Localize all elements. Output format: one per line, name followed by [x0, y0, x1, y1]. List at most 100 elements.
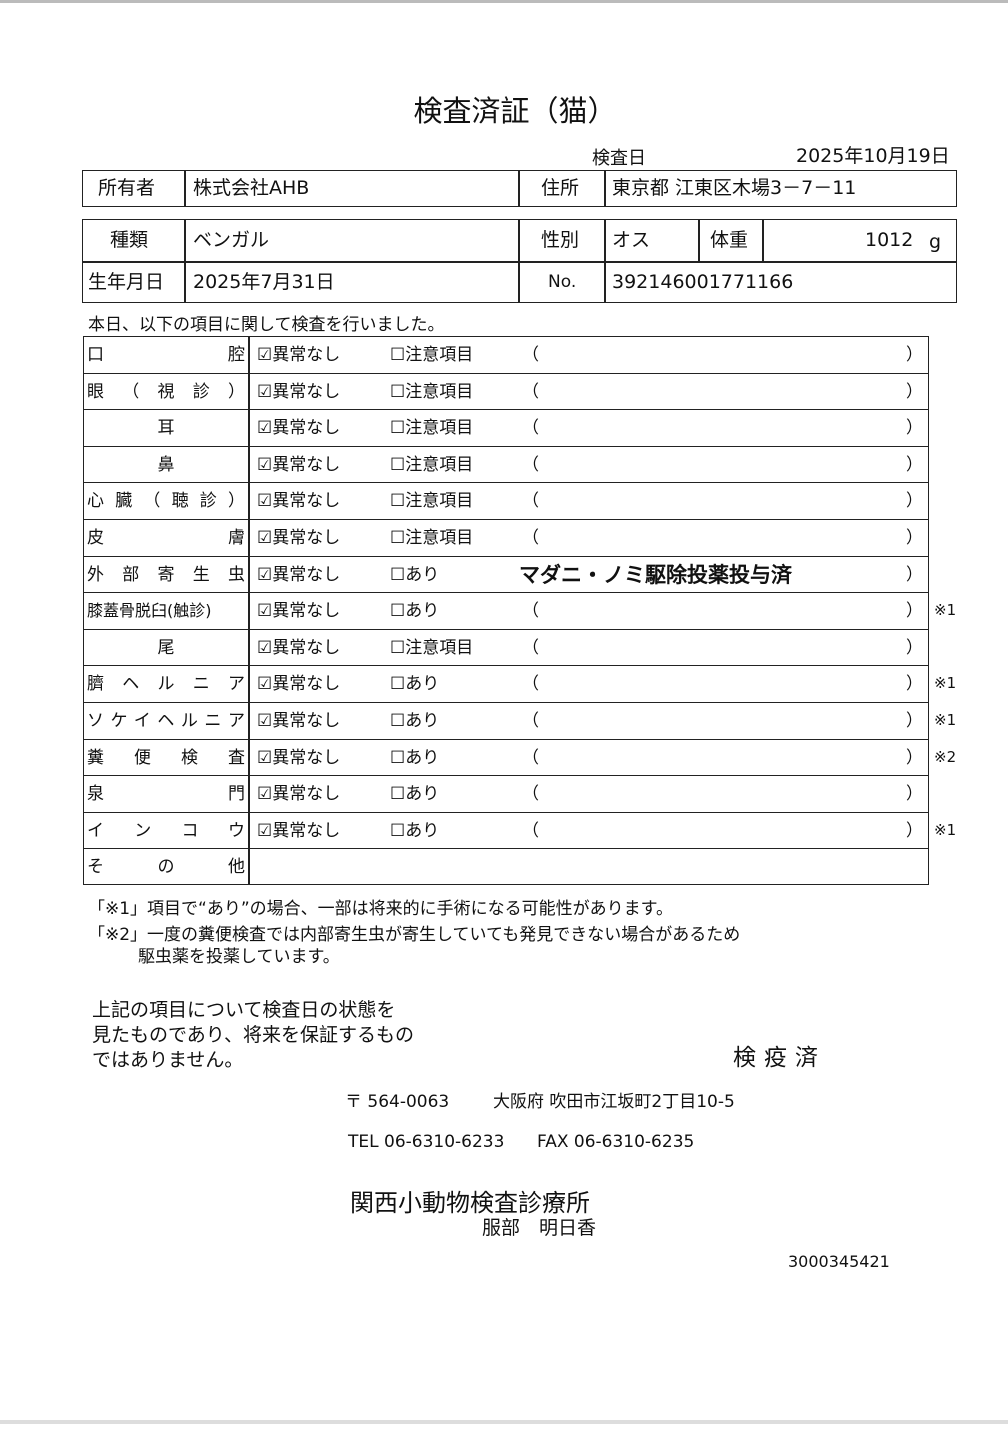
- column-divider: [248, 849, 250, 885]
- note-open-paren: （: [522, 345, 539, 365]
- clinic-tel: TEL 06-6310-6233: [348, 1132, 505, 1152]
- checklist-row: 心臓（聴診） ☑異常なし ☐注意項目 （ ）: [83, 482, 929, 520]
- attention-checkbox[interactable]: ☐注意項目: [390, 528, 474, 548]
- disclaimer-line: 上記の項目について検査日の状態を: [92, 999, 396, 1021]
- note-close-paren: ）: [906, 381, 923, 402]
- owner-label: 所有者: [98, 177, 156, 199]
- no-abnormality-checkbox[interactable]: ☑異常なし: [257, 747, 341, 768]
- note-open-paren: （: [522, 637, 539, 658]
- birthdate-value: 2025年7月31日: [193, 271, 335, 293]
- document-number: 3000345421: [788, 1252, 890, 1271]
- checklist-row: 皮膚 ☑異常なし ☐注意項目 （ ）: [83, 519, 929, 556]
- row-note: マダニ・ノミ駆除投薬投与済: [519, 562, 792, 587]
- note-open-paren: （: [522, 747, 539, 768]
- birthdate-label: 生年月日: [88, 271, 165, 293]
- no-abnormality-checkbox[interactable]: ☑異常なし: [257, 674, 341, 695]
- attention-checkbox[interactable]: ☐あり: [390, 601, 440, 622]
- attention-checkbox[interactable]: ☐注意項目: [390, 491, 474, 512]
- no-abnormality-checkbox[interactable]: ☑異常なし: [257, 564, 341, 585]
- no-abnormality-checkbox[interactable]: ☑異常なし: [257, 528, 341, 548]
- no-abnormality-checkbox[interactable]: ☑異常なし: [257, 381, 341, 402]
- footnote-2: 「※2」一度の糞便検査では内部寄生虫が寄生していても発見できない場合があるため: [88, 925, 741, 945]
- checklist-row: 眼（視診） ☑異常なし ☐注意項目 （ ）: [83, 372, 929, 410]
- checklist-row: 糞便検査 ☑異常なし ☐あり （ ）: [83, 738, 929, 776]
- owner-box: [82, 170, 957, 207]
- number-label: No.: [548, 272, 577, 292]
- column-divider: [248, 739, 250, 776]
- clinic-postal: 〒 564-0063: [345, 1092, 450, 1112]
- quarantine-stamp: 検疫済: [733, 1045, 826, 1071]
- no-abnormality-checkbox[interactable]: ☑異常なし: [257, 345, 341, 365]
- checklist-row: 泉門 ☑異常なし ☐あり （ ）: [83, 775, 929, 813]
- attention-checkbox[interactable]: ☐注意項目: [390, 637, 474, 658]
- attention-checkbox[interactable]: ☐注意項目: [390, 381, 474, 402]
- note-close-paren: ）: [906, 491, 923, 512]
- address-value: 東京都 江東区木場3－7－11: [612, 177, 857, 199]
- no-abnormality-checkbox[interactable]: ☑異常なし: [257, 711, 341, 731]
- owner-value: 株式会社AHB: [193, 177, 310, 199]
- scan-edge: [0, 0, 1008, 3]
- attention-checkbox[interactable]: ☐あり: [390, 674, 440, 695]
- row-label: インコウ: [87, 820, 245, 841]
- checklist-row: 外部寄生虫 ☑異常なし ☐あり マダニ・ノミ駆除投薬投与済 ）: [83, 555, 929, 593]
- note-close-paren: ）: [906, 564, 923, 585]
- row-label: 耳: [157, 418, 175, 439]
- weight-value: 1012: [865, 229, 914, 251]
- column-divider: [248, 556, 250, 593]
- no-abnormality-checkbox[interactable]: ☑異常なし: [257, 454, 341, 475]
- column-divider: [248, 666, 250, 703]
- row-label: 皮膚: [87, 528, 245, 548]
- note-open-paren: （: [522, 711, 539, 731]
- footnote-mark: ※1: [934, 711, 957, 729]
- column-divider: [248, 373, 250, 410]
- sex-label: 性別: [541, 229, 580, 251]
- note-open-paren: （: [522, 820, 539, 841]
- attention-checkbox[interactable]: ☐あり: [390, 784, 440, 805]
- attention-checkbox[interactable]: ☐注意項目: [390, 345, 474, 365]
- note-open-paren: （: [522, 418, 539, 439]
- attention-checkbox[interactable]: ☐あり: [390, 747, 440, 768]
- number-value: 392146001771166: [612, 271, 794, 293]
- footnote-mark: ※1: [934, 674, 957, 693]
- breed-label: 種類: [110, 229, 149, 251]
- checklist-row: 尾 ☑異常なし ☐注意項目 （ ）: [83, 628, 929, 666]
- column-divider: [248, 776, 250, 813]
- footnote-mark: ※1: [934, 601, 957, 620]
- clinic-name: 関西小動物検査診療所: [350, 1189, 590, 1217]
- no-abnormality-checkbox[interactable]: ☑異常なし: [257, 784, 341, 805]
- row-label: 心臓（聴診）: [87, 491, 245, 512]
- note-close-paren: ）: [906, 747, 923, 768]
- no-abnormality-checkbox[interactable]: ☑異常なし: [257, 637, 341, 658]
- footnote-mark: ※2: [934, 747, 957, 766]
- no-abnormality-checkbox[interactable]: ☑異常なし: [257, 491, 341, 512]
- attention-checkbox[interactable]: ☐あり: [390, 820, 440, 841]
- clinic-address: 大阪府 吹田市江坂町2丁目10-5: [493, 1092, 735, 1112]
- weight-unit: g: [929, 231, 942, 253]
- row-label: 外部寄生虫: [87, 564, 245, 585]
- checklist-row: 耳 ☑異常なし ☐注意項目 （ ）: [83, 409, 929, 447]
- note-close-paren: ）: [906, 784, 923, 805]
- checklist-row: ソケイヘルニア ☑異常なし ☐あり （ ）: [83, 702, 929, 739]
- checklist-row: 鼻 ☑異常なし ☐注意項目 （ ）: [83, 445, 929, 483]
- attention-checkbox[interactable]: ☐あり: [390, 564, 440, 585]
- clinic-fax: FAX 06-6310-6235: [537, 1132, 695, 1152]
- footnote-2-cont: 駆虫薬を投薬しています。: [138, 947, 340, 967]
- note-open-paren: （: [522, 491, 539, 512]
- note-close-paren: ）: [906, 637, 923, 658]
- attention-checkbox[interactable]: ☐注意項目: [390, 418, 474, 439]
- attention-checkbox[interactable]: ☐あり: [390, 711, 440, 731]
- no-abnormality-checkbox[interactable]: ☑異常なし: [257, 418, 341, 439]
- column-divider: [248, 483, 250, 520]
- column-divider: [248, 337, 250, 373]
- footnote-1: 「※1」項目で“あり”の場合、一部は将来的に手術になる可能性があります。: [88, 899, 673, 919]
- note-close-paren: ）: [906, 711, 923, 731]
- column-divider: [248, 520, 250, 556]
- note-open-paren: （: [522, 601, 539, 622]
- checklist-row: 膝蓋骨脱臼(触診) ☑異常なし ☐あり （ ）: [83, 592, 929, 630]
- attention-checkbox[interactable]: ☐注意項目: [390, 454, 474, 475]
- checklist-row: インコウ ☑異常なし ☐あり （ ）: [83, 811, 929, 849]
- no-abnormality-checkbox[interactable]: ☑異常なし: [257, 601, 341, 622]
- no-abnormality-checkbox[interactable]: ☑異常なし: [257, 820, 341, 841]
- inspection-date-label: 検査日: [592, 148, 646, 169]
